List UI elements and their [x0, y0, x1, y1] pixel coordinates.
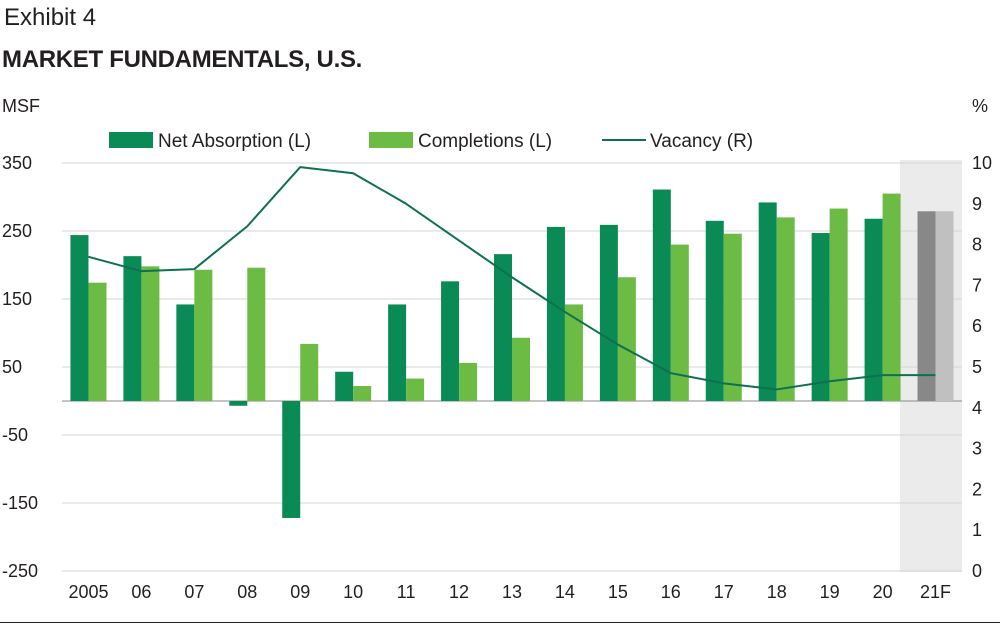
- y-tick-label-right: 3: [972, 439, 982, 459]
- bar-completions: [459, 362, 478, 401]
- y-tick-label-right: 9: [972, 194, 982, 214]
- bar-net-absorption: [917, 211, 936, 401]
- y-tick-label-right: 0: [972, 561, 982, 581]
- bars: [70, 189, 954, 518]
- bar-net-absorption: [441, 281, 460, 401]
- bar-net-absorption: [176, 304, 195, 401]
- bar-net-absorption: [546, 226, 565, 401]
- exhibit-label: Exhibit 4: [4, 4, 97, 31]
- x-tick-label: 17: [714, 582, 734, 602]
- left-axis-unit: MSF: [2, 96, 40, 116]
- bar-net-absorption: [282, 401, 301, 518]
- x-tick-label: 16: [661, 582, 681, 602]
- bottom-rule: [0, 622, 1000, 623]
- x-tick-label: 13: [502, 582, 522, 602]
- x-tick-label: 12: [449, 582, 469, 602]
- x-tick-label: 10: [343, 582, 363, 602]
- bar-completions: [300, 343, 319, 401]
- left-axis-labels: 350 250 150 50 -50 -150 -250: [2, 153, 38, 581]
- bar-net-absorption: [705, 220, 724, 401]
- bar-net-absorption: [229, 401, 248, 406]
- bar-net-absorption: [652, 189, 671, 401]
- y-tick-label-left: -250: [2, 561, 38, 581]
- bar-net-absorption: [864, 218, 883, 401]
- y-tick-label-left: 50: [2, 357, 22, 377]
- y-tick-label-left: -50: [2, 425, 28, 445]
- y-tick-label-right: 7: [972, 275, 982, 295]
- y-tick-label-left: 150: [2, 289, 32, 309]
- bar-completions: [617, 277, 636, 401]
- x-tick-label: 06: [131, 582, 151, 602]
- vacancy-line-group: [88, 166, 936, 391]
- bar-completions: [829, 208, 848, 401]
- legend-swatch-completions: [369, 132, 413, 148]
- x-tick-label: 07: [184, 582, 204, 602]
- right-axis-unit: %: [972, 96, 988, 116]
- x-axis-labels: 2005 06 07 08 09 10 11 12 13 14 15 16 17 18 19 20 21F: [68, 582, 951, 602]
- bar-completions: [353, 386, 372, 401]
- y-tick-label-left: -150: [2, 493, 38, 513]
- bar-net-absorption: [388, 304, 407, 401]
- legend-label-completions: Completions (L): [418, 131, 552, 152]
- bar-net-absorption: [335, 371, 354, 401]
- vacancy-line: [88, 166, 936, 391]
- x-tick-label: 19: [820, 582, 840, 602]
- bar-net-absorption: [70, 235, 89, 401]
- y-tick-label-right: 8: [972, 235, 982, 255]
- legend-swatch-net-absorption: [109, 132, 153, 148]
- bar-net-absorption: [123, 256, 142, 401]
- bar-completions: [141, 266, 160, 401]
- y-tick-label-right: 10: [972, 153, 992, 173]
- x-tick-label: 08: [237, 582, 257, 602]
- x-tick-label: 2005: [68, 582, 108, 602]
- bar-completions: [564, 304, 583, 401]
- y-tick-label-left: 350: [2, 153, 32, 173]
- y-tick-label-right: 5: [972, 357, 982, 377]
- bar-completions: [935, 211, 954, 401]
- x-tick-label: 18: [767, 582, 787, 602]
- bar-completions: [88, 282, 107, 401]
- bar-net-absorption: [494, 254, 512, 401]
- y-tick-label-right: 6: [972, 316, 982, 336]
- y-tick-label-right: 4: [972, 398, 982, 418]
- bar-completions: [882, 193, 901, 401]
- y-tick-label-right: 1: [972, 520, 982, 540]
- bar-net-absorption: [758, 202, 777, 401]
- bar-completions: [512, 337, 530, 401]
- y-tick-label-left: 250: [2, 221, 32, 241]
- legend-label-net-absorption: Net Absorption (L): [158, 131, 311, 152]
- bar-completions: [194, 269, 213, 401]
- bar-completions: [247, 267, 266, 401]
- x-tick-label: 20: [873, 582, 893, 602]
- bar-completions: [670, 244, 689, 401]
- bar-completions: [776, 217, 795, 401]
- y-tick-label-right: 2: [972, 479, 982, 499]
- bar-completions: [406, 378, 425, 401]
- bar-completions: [723, 233, 742, 401]
- x-tick-label: 21F: [920, 582, 951, 602]
- page-title: MARKET FUNDAMENTALS, U.S.: [2, 46, 363, 73]
- bar-net-absorption: [599, 224, 618, 401]
- x-tick-label: 15: [608, 582, 628, 602]
- x-tick-label: 11: [397, 582, 416, 602]
- legend-label-vacancy: Vacancy (R): [650, 131, 753, 152]
- bar-net-absorption: [811, 233, 830, 401]
- x-tick-label: 14: [555, 582, 575, 602]
- x-tick-label: 09: [290, 582, 310, 602]
- legend: Net Absorption (L) Completions (L) Vacan…: [109, 131, 753, 152]
